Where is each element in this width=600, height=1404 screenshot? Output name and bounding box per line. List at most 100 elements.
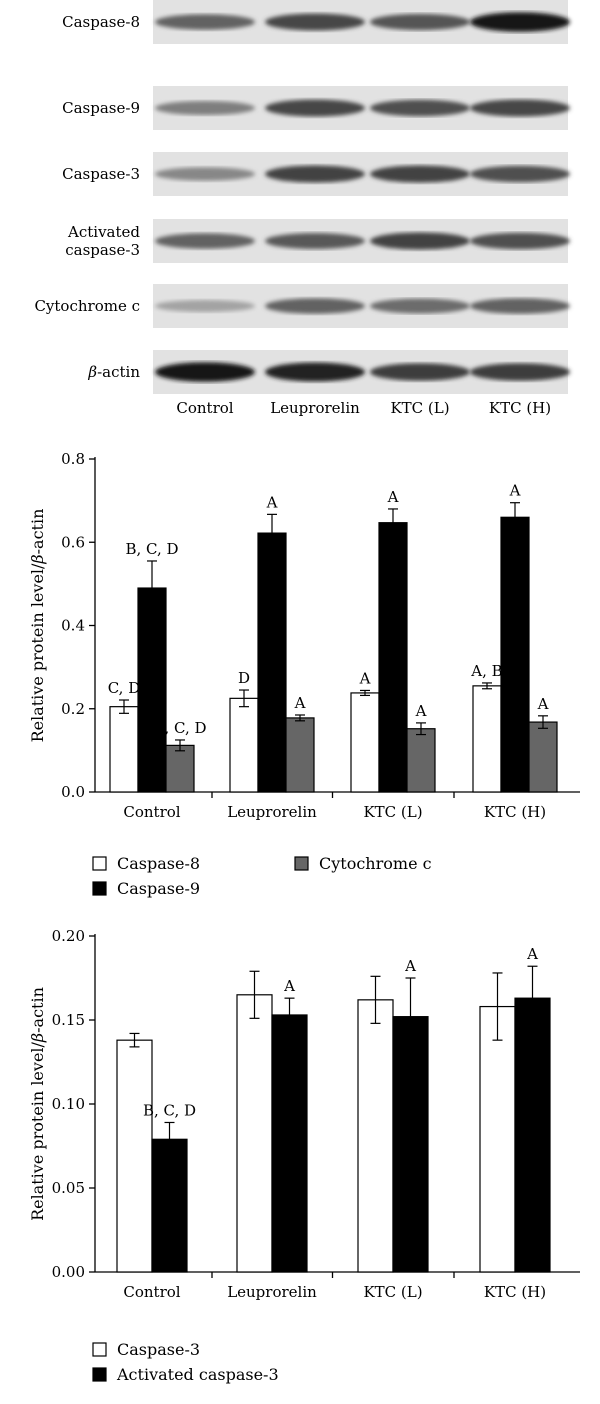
bar-chart-caspase-8-9-cytochrome-c: 0.0 0.2 0.4 0.6 0.8 Relative protein level/β-… <box>28 450 580 821</box>
legend-swatch <box>92 881 107 896</box>
blot-row-label: Activated <box>67 223 140 241</box>
beta-symbol: β <box>28 1033 47 1043</box>
blot-band <box>470 298 570 314</box>
blot-row <box>153 350 570 394</box>
blot-band <box>155 101 255 115</box>
significance-label: B, C, D <box>125 540 178 558</box>
blot-band <box>155 167 255 181</box>
blot-row <box>153 284 570 328</box>
bar <box>236 994 273 1273</box>
bar <box>271 1014 308 1273</box>
x-tick-label: Control <box>123 1283 180 1301</box>
blot-band <box>370 13 470 31</box>
blot-band <box>370 99 470 117</box>
bar <box>229 697 259 793</box>
significance-label: B, C, D <box>143 1101 196 1119</box>
bar <box>500 516 530 793</box>
blot-band <box>370 165 470 183</box>
legend-swatch <box>294 856 309 871</box>
blot-band <box>470 232 570 250</box>
x-tick-label: KTC (H) <box>484 803 546 821</box>
bar <box>472 685 502 793</box>
blot-row <box>153 219 570 263</box>
x-tick-label: KTC (H) <box>484 1283 546 1301</box>
x-tick-label: Control <box>123 803 180 821</box>
bar <box>285 717 315 793</box>
significance-label: A <box>526 945 538 963</box>
x-tick-label: Leuprorelin <box>227 1283 317 1301</box>
y-tick-label: 0.10 <box>52 1095 85 1113</box>
beta-symbol: β <box>87 363 97 381</box>
y-tick-label: 0.00 <box>52 1263 85 1281</box>
bar <box>514 997 551 1273</box>
bar <box>406 728 436 793</box>
y-tick-label: 0.20 <box>52 927 85 945</box>
blot-band <box>370 363 470 381</box>
legend-label: Caspase-3 <box>117 1340 200 1359</box>
bar <box>357 999 394 1273</box>
bar <box>479 1005 516 1273</box>
blot-band <box>470 99 570 117</box>
blot-band <box>470 12 570 32</box>
y-axis-label-text: -actin <box>28 987 47 1033</box>
legend-chart-1: Caspase-8 Caspase-9 Cytochrome c <box>92 854 432 898</box>
y-tick-label: 0.05 <box>52 1179 85 1197</box>
western-blot-panel: Caspase-8 Caspase-9 Caspase-3 Activatedcasp… <box>34 0 570 417</box>
blot-row-label: Caspase-8 <box>62 13 140 31</box>
blot-row <box>153 152 570 196</box>
blot-lane-label: KTC (H) <box>489 399 551 417</box>
bar <box>116 1039 153 1273</box>
blot-band <box>155 300 255 312</box>
legend-label: Caspase-9 <box>117 879 200 898</box>
significance-label: A <box>415 702 427 720</box>
y-axis-label-text: -actin <box>28 509 47 555</box>
bar <box>392 1016 429 1273</box>
blot-lane-label: Control <box>176 399 233 417</box>
bar <box>137 587 167 793</box>
blot-band <box>155 362 255 382</box>
blot-band <box>370 232 470 250</box>
blot-lane-label: Leuprorelin <box>270 399 360 417</box>
bar <box>378 522 408 793</box>
y-tick-label: 0.6 <box>61 533 85 551</box>
blot-band <box>265 298 365 314</box>
blot-row-label: Caspase-9 <box>62 99 140 117</box>
blot-band <box>265 165 365 183</box>
bar <box>528 721 558 793</box>
y-tick-label: 0.2 <box>61 700 85 718</box>
y-axis-label: Relative protein level/β-actin <box>28 987 47 1221</box>
blot-row-label: caspase-3 <box>65 241 140 259</box>
blot-band <box>470 165 570 183</box>
significance-label: A <box>359 669 371 687</box>
legend-label: Caspase-8 <box>117 854 200 873</box>
significance-label: A <box>537 695 549 713</box>
y-axis-label-text: Relative protein level/ <box>28 563 47 742</box>
blot-row-label-suffix: -actin <box>97 363 140 381</box>
x-tick-label: KTC (L) <box>363 1283 422 1301</box>
significance-label: A <box>509 482 521 500</box>
y-axis-label: Relative protein level/β-actin <box>28 509 47 743</box>
blot-row-label: Caspase-3 <box>62 165 140 183</box>
bar <box>151 1138 188 1273</box>
bar <box>109 706 139 793</box>
significance-label: C, D <box>108 679 141 697</box>
significance-label: A <box>387 488 399 506</box>
significance-label: A, B <box>470 662 502 680</box>
blot-band <box>265 13 365 31</box>
blot-band <box>155 233 255 249</box>
beta-symbol: β <box>28 554 47 564</box>
y-tick-label: 0.4 <box>61 617 85 635</box>
blot-band <box>265 362 365 382</box>
blot-band <box>265 233 365 249</box>
bar <box>165 744 195 793</box>
significance-label: A <box>266 493 278 511</box>
significance-label: A <box>294 694 306 712</box>
x-tick-label: KTC (L) <box>363 803 422 821</box>
bar <box>257 532 287 793</box>
significance-label: A <box>404 957 416 975</box>
blot-band <box>155 14 255 30</box>
blot-row-label: β-actin <box>87 363 140 381</box>
legend-swatch <box>92 1342 107 1357</box>
blot-band <box>265 99 365 117</box>
